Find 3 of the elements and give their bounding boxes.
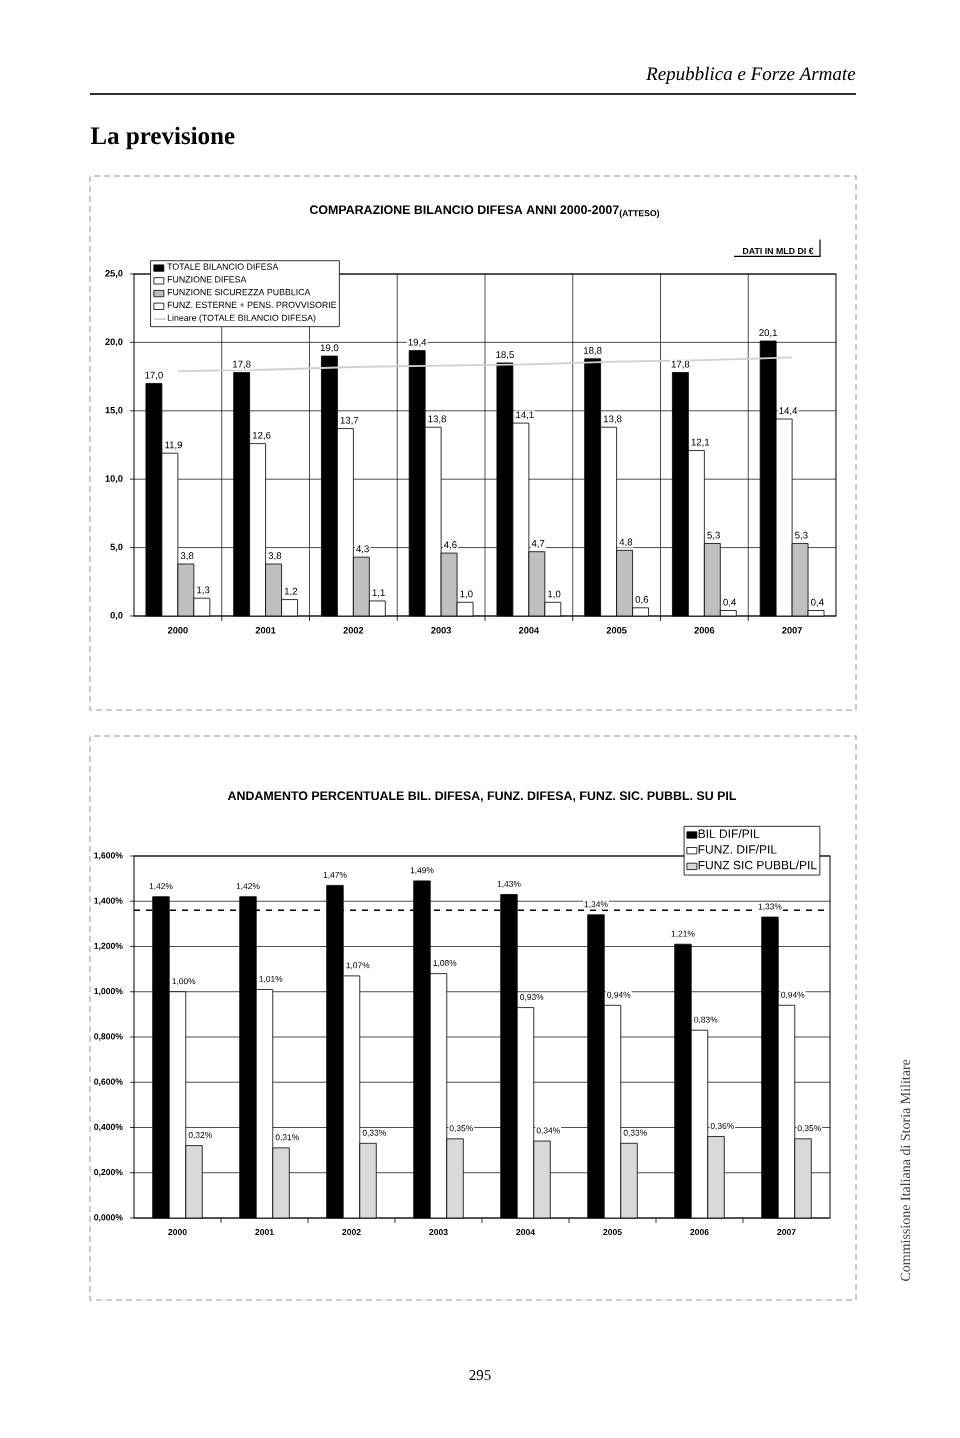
line-series — [176, 356, 794, 373]
text: La previsione — [90, 126, 235, 150]
text: Repubblica e Forze Armate — [646, 66, 856, 85]
